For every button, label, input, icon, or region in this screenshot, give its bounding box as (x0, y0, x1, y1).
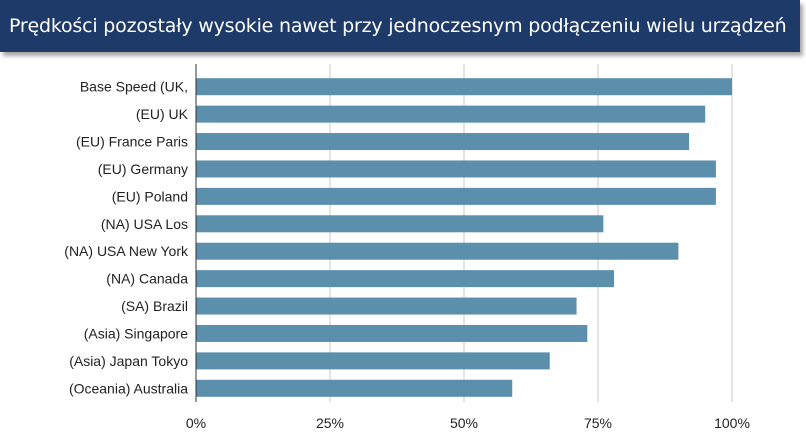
category-label: (EU) UK (136, 106, 189, 122)
category-label: (Asia) Japan Tokyo (69, 353, 188, 369)
category-label: (EU) Poland (112, 188, 188, 204)
category-label: Base Speed (UK, (80, 79, 188, 95)
bar (196, 324, 588, 342)
x-tick-label: 75% (584, 415, 612, 431)
category-label: (NA) Canada (106, 271, 188, 287)
bar-chart: Base Speed (UK, (EU) UK (EU) France Paris (… (64, 64, 750, 431)
bar (196, 352, 550, 370)
x-tick-label: 100% (714, 415, 750, 431)
bar (196, 133, 690, 151)
category-label: (EU) Germany (98, 161, 188, 177)
x-tick-label: 0% (186, 415, 206, 431)
x-tick-label: 25% (316, 415, 344, 431)
bar (196, 242, 679, 260)
category-label: (NA) USA Los (101, 216, 188, 232)
category-labels: Base Speed (UK, (EU) UK (EU) France Paris (… (64, 79, 189, 397)
category-label: (SA) Brazil (121, 298, 188, 314)
chart-area: Base Speed (UK, (EU) UK (EU) France Paris (… (0, 64, 800, 435)
category-label: (Asia) Singapore (84, 325, 188, 341)
bar (196, 270, 615, 288)
chart-title: Prędkości pozostały wysokie nawet przy j… (9, 15, 787, 37)
x-tick-label: 50% (450, 415, 478, 431)
chart-header: Prędkości pozostały wysokie nawet przy j… (0, 0, 800, 52)
category-label: (EU) France Paris (76, 134, 188, 150)
bars (196, 78, 732, 397)
x-axis-labels: 0% 25% 50% 75% 100% (186, 415, 750, 431)
bar (196, 297, 577, 315)
bar (196, 379, 513, 397)
bar (196, 78, 732, 96)
bar (196, 187, 716, 205)
category-label: (NA) USA New York (64, 243, 189, 259)
bar (196, 105, 706, 123)
bar (196, 160, 716, 178)
category-label: (Oceania) Australia (69, 380, 188, 396)
bar (196, 215, 604, 233)
